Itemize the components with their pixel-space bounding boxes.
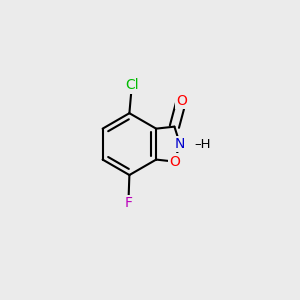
- Text: –H: –H: [194, 138, 211, 151]
- Text: N: N: [175, 137, 185, 151]
- Text: Cl: Cl: [125, 79, 139, 92]
- Text: O: O: [176, 94, 187, 108]
- Text: F: F: [124, 196, 132, 210]
- Text: O: O: [169, 154, 180, 169]
